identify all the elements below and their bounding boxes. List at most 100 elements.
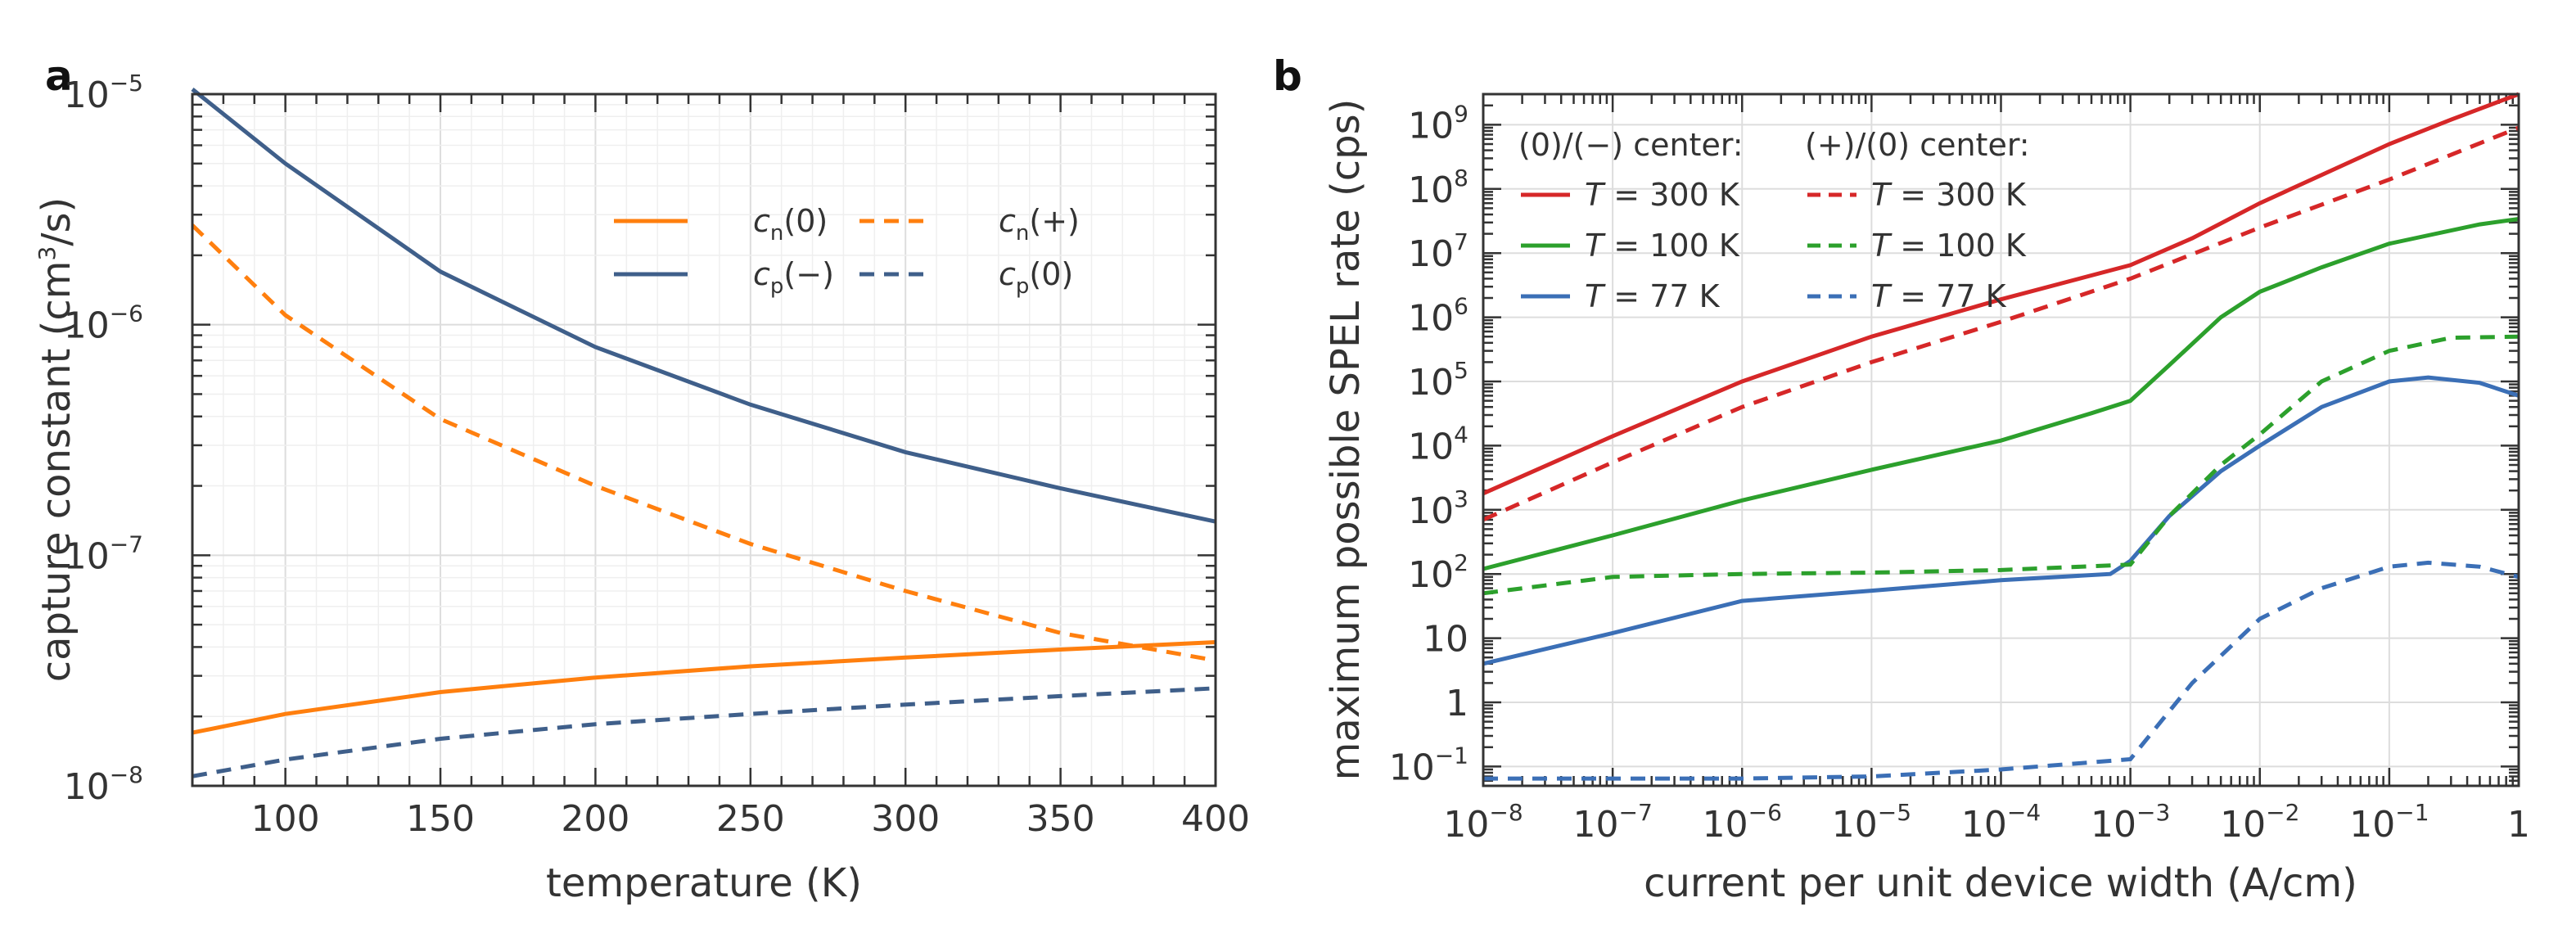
panel-a-y-axis-title: capture constant (cm3/s)	[34, 197, 79, 683]
panel-b-y-tick-label-base: 10	[1408, 426, 1454, 467]
panel-b-x-tick-label: 10−8	[1443, 799, 1523, 846]
panel-b-legend-tail: = 300 K	[1890, 177, 2027, 213]
panel-a-y-tick-label-base: 10	[64, 535, 110, 577]
panel-b-y-tick-label-base: 10	[1408, 298, 1454, 340]
panel-b-y-tick-label: 105	[1408, 357, 1468, 404]
panel-a-y-tick-label-base: 10	[64, 305, 110, 347]
panel-b-x-tick-label-base: 1	[2507, 804, 2530, 846]
panel-b-legend-tail: = 77 K	[1604, 278, 1720, 314]
panel-a-y-tick-label: 10−5	[64, 70, 143, 116]
panel-b-x-tick-label: 10−5	[1832, 799, 1911, 846]
panel-b-legend-main: T	[1585, 278, 1606, 314]
panel-b-y-tick-label: 107	[1408, 228, 1468, 275]
panel-b-x-tick-label-exp: −7	[1618, 799, 1652, 826]
panel-b-x-tick-label-exp: −2	[2266, 799, 2299, 826]
panel-b-x-tick-label: 10−1	[2349, 799, 2429, 846]
panel-b-y-tick-label: 10−1	[1389, 742, 1468, 788]
panel-b-y-axis-title: maximum possible SPEL rate (cps)	[1323, 99, 1369, 781]
panel-b-y-tick-label-base: 10	[1408, 105, 1454, 147]
panel-b-y-tick-label-base: 10	[1408, 233, 1454, 275]
panel-b-x-tick-label-exp: −1	[2395, 799, 2429, 826]
panel-b-legend-tail: = 100 K	[1604, 228, 1740, 264]
panel-b-x-tick-label-exp: −6	[1748, 799, 1782, 826]
panel-a-y-tick-label-exp: −6	[110, 300, 143, 327]
panel-b-y-tick-label-base: 1	[1446, 683, 1468, 724]
panel-b-y-tick-label-exp: 2	[1454, 549, 1468, 576]
panel-b-legend-main: T	[1871, 278, 1893, 314]
panel-a-legend-label: cp(0)	[999, 256, 1073, 299]
panel-b-x-tick-label-base: 10	[2091, 804, 2136, 846]
panel-a-legend-main: c	[999, 203, 1016, 239]
panel-b-legend-label: T = 300 K	[1585, 177, 1740, 213]
panel-a-label: a	[45, 52, 73, 100]
panel-a-x-tick-label: 150	[406, 798, 475, 840]
panel-b-series-line-5	[1482, 334, 2520, 596]
panel-b-y-tick-label-base: 10	[1408, 490, 1454, 532]
panel-b-legend-tail: = 100 K	[1890, 228, 2027, 264]
panel-b-y-tick-label-exp: 4	[1454, 421, 1468, 448]
panel-b-x-tick-label-base: 10	[1961, 804, 2007, 846]
panel-b-y-tick-label: 10	[1423, 619, 1468, 661]
panel-b-x-tick-label-exp: −3	[2136, 799, 2170, 826]
panel-b-legend-label: T = 77 K	[1871, 278, 2007, 314]
panel-b-x-tick-label-base: 10	[2349, 804, 2395, 846]
panel-b-series-line-3	[1482, 375, 2520, 666]
panel-a-legend-main: c	[999, 256, 1016, 292]
panel-b-series-line-2	[1482, 217, 2520, 571]
panel-b-y-tick-label-base: 10	[1408, 362, 1454, 404]
panel-b-x-tick-label-base: 10	[1443, 804, 1489, 846]
panel-b-y-tick-label-base: 10	[1408, 169, 1454, 211]
panel-b-x-tick-label: 10−4	[1961, 799, 2041, 846]
panel-a-series-line-2	[191, 88, 1216, 524]
panel-b-legend-header: (0)/(−) center:	[1518, 127, 1744, 163]
panel-b-x-tick-label-base: 10	[1703, 804, 1748, 846]
panel-a-y-tick-label: 10−6	[64, 300, 143, 347]
panel-b-y-tick-label: 106	[1408, 293, 1468, 340]
panel-a-legend-tail: (0)	[1029, 256, 1073, 292]
panel-a-legend-tail: (−)	[783, 256, 834, 292]
panel-a-legend-tail: (0)	[783, 203, 828, 239]
panel-a-x-tick-label: 250	[716, 798, 785, 840]
panel-b-x-tick-label: 10−2	[2220, 799, 2299, 846]
panel-a-y-tick-label-base: 10	[64, 74, 110, 116]
panel-b-legend-label: T = 100 K	[1585, 228, 1740, 264]
panel-b-y-tick-label: 102	[1408, 549, 1468, 596]
panel-b-legend-label: T = 100 K	[1871, 228, 2027, 264]
panel-b-y-tick-label-exp: −1	[1435, 742, 1468, 769]
panel-a-chart: a 100 150 200 250 300 350 40010−810−710−610−5 …	[34, 52, 1250, 906]
panel-b-x-tick-label: 10−6	[1703, 799, 1782, 846]
panel-a-legend-label: cp(−)	[753, 256, 834, 299]
panel-b-y-tick-label-exp: 9	[1454, 100, 1468, 127]
panel-b-legend-main: T	[1585, 177, 1606, 213]
panel-b-legend-tail: = 300 K	[1604, 177, 1740, 213]
panel-b-series-line-6	[1483, 560, 2520, 781]
panel-b-y-tick-label-exp: 7	[1454, 228, 1468, 255]
panel-a-legend-sub: n	[1016, 221, 1029, 246]
panel-b-y-tick-label: 104	[1408, 421, 1468, 467]
panel-a-x-tick-label: 350	[1026, 798, 1095, 840]
panel-b-x-tick-label-base: 10	[1832, 804, 1878, 846]
panel-b-y-tick-label-base: 10	[1389, 747, 1435, 788]
panel-a-y-tick-label: 10−8	[64, 761, 143, 808]
panel-b-legend-label: T = 77 K	[1585, 278, 1721, 314]
panel-a-y-tick-label: 10−7	[64, 530, 143, 577]
panel-a-x-tick-label: 300	[871, 798, 940, 840]
panel-b-y-tick-label-exp: 6	[1454, 293, 1468, 320]
panel-a-x-tick-label: 200	[561, 798, 629, 840]
panel-b-x-tick-label-exp: −5	[1878, 799, 1911, 826]
panel-b-legend: (0)/(−) center: (+)/(0) center:T = 300 KT…	[1518, 127, 2030, 314]
panel-b-chart: b 10−8 10−7 10−6 10−5 10−4 10−3 10−2 10−1 110−11…	[1273, 52, 2530, 906]
panel-b-series-line-1	[1482, 92, 2520, 496]
panel-b-y-tick-label-base: 10	[1408, 554, 1454, 596]
panel-b-x-tick-label: 10−7	[1572, 799, 1652, 846]
panel-a-series-line-4	[192, 686, 1216, 778]
panel-a-x-tick-label: 100	[251, 798, 320, 840]
panel-a-legend-label: cn(+)	[999, 203, 1080, 246]
panel-b-y-tick-label: 109	[1408, 100, 1468, 147]
panel-b-legend-main: T	[1871, 228, 1893, 264]
panel-b-x-axis-title: current per unit device width (A/cm)	[1644, 860, 2357, 906]
panel-b-legend-label: T = 300 K	[1871, 177, 2027, 213]
panel-b-legend-tail: = 77 K	[1890, 278, 2006, 314]
panel-b-legend-header: (+)/(0) center:	[1805, 127, 2030, 163]
